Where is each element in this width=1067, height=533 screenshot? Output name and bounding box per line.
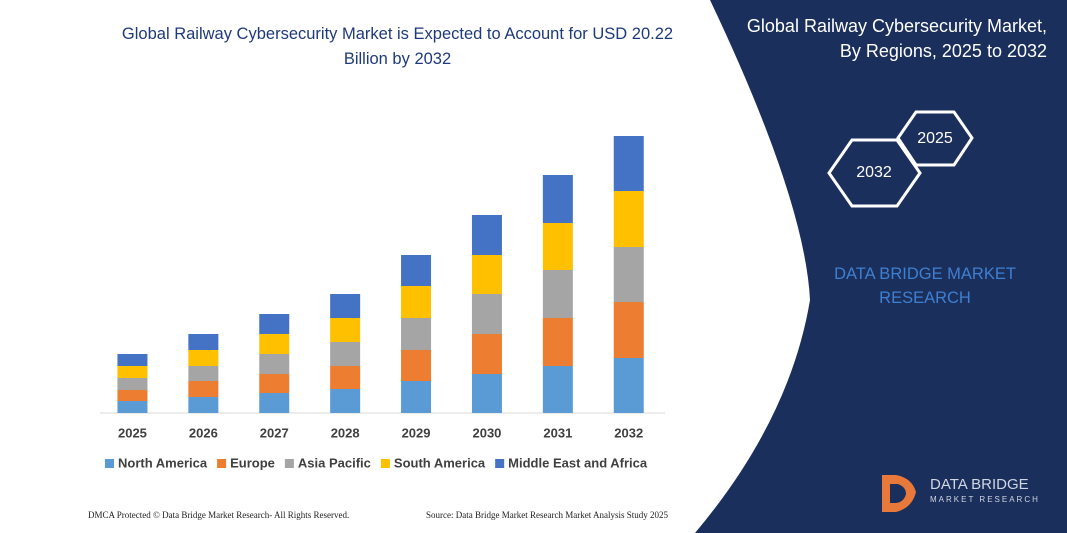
bar-segment (259, 314, 290, 334)
bar-segment (542, 366, 573, 413)
bar-segment (188, 397, 219, 413)
hexagon (896, 110, 974, 167)
legend-label: Asia Pacific (298, 455, 371, 470)
x-tick-label: 2026 (189, 425, 218, 440)
logo-name: DATA BRIDGE (930, 476, 1029, 493)
brand: DATA BRIDGE MARKET RESEARCH (834, 265, 1016, 307)
x-tick-label: 2025 (118, 425, 147, 440)
bar-segment (613, 247, 644, 302)
x-tick-label: 2031 (543, 425, 572, 440)
bar-segment (542, 318, 573, 366)
hexagon-label: 2032 (856, 164, 892, 181)
side-panel-bg (695, 0, 1067, 533)
hexagon-label: 2025 (917, 130, 953, 147)
bar-segment (401, 381, 432, 413)
legend-swatch (380, 459, 390, 468)
bar-segment (117, 378, 148, 390)
legend-label: North America (118, 455, 208, 470)
bar-segment (471, 334, 502, 374)
bar-segment (613, 302, 644, 358)
bar-segment (330, 318, 361, 342)
footer-left: DMCA Protected © Data Bridge Market Rese… (88, 510, 349, 520)
logo-tagline: MARKET RESEARCH (930, 495, 1040, 504)
bar-segment (330, 389, 361, 413)
bar-segment (259, 334, 290, 354)
bar-segment (401, 255, 432, 286)
bar-segment (117, 390, 148, 401)
legend-swatch (217, 459, 227, 468)
footer-right: Source: Data Bridge Market Research Mark… (426, 510, 668, 520)
bar-segment (330, 294, 361, 318)
logo-icon (882, 475, 916, 512)
legend-swatch (284, 459, 294, 468)
bar-segment (330, 342, 361, 366)
x-tick-label: 2028 (331, 425, 360, 440)
bar-segment (330, 366, 361, 389)
legend-swatch (495, 459, 505, 468)
bar-segment (259, 374, 290, 393)
bar-segment (542, 270, 573, 318)
legend-swatch (105, 459, 114, 468)
hexagon (827, 138, 922, 208)
x-tick-label: 2032 (614, 425, 643, 440)
bar-segment (471, 294, 502, 334)
bar-segment (117, 366, 148, 378)
bar-segment (542, 175, 573, 223)
legend-label: South America (394, 455, 486, 470)
x-tick-label: 2027 (260, 425, 289, 440)
x-tick-label: 2029 (402, 425, 431, 440)
bar-segment (613, 191, 644, 247)
legend-label: Middle East and Africa (508, 455, 648, 470)
bar-segment (471, 215, 502, 255)
bar-segment (613, 358, 644, 413)
side-title: Global Railway Cybersecurity Market, By … (746, 16, 1047, 61)
bar-segment (188, 381, 219, 397)
bar-segment (259, 354, 290, 374)
bar-segment (471, 255, 502, 294)
x-tick-label: 2030 (472, 425, 501, 440)
bar-segment (401, 318, 432, 350)
bar-segment (117, 401, 148, 413)
bar-segment (117, 354, 148, 366)
bar-segment (259, 393, 290, 413)
bar-segment (471, 374, 502, 413)
legend-label: Europe (230, 455, 275, 470)
bar-segment (613, 136, 644, 191)
chart-title: Global Railway Cybersecurity Market is E… (121, 25, 674, 68)
bar-segment (401, 286, 432, 318)
bar-segment (188, 366, 219, 381)
bar-segment (401, 350, 432, 381)
bar-segment (188, 350, 219, 366)
bar-segment (188, 334, 219, 350)
bar-segment (542, 223, 573, 270)
